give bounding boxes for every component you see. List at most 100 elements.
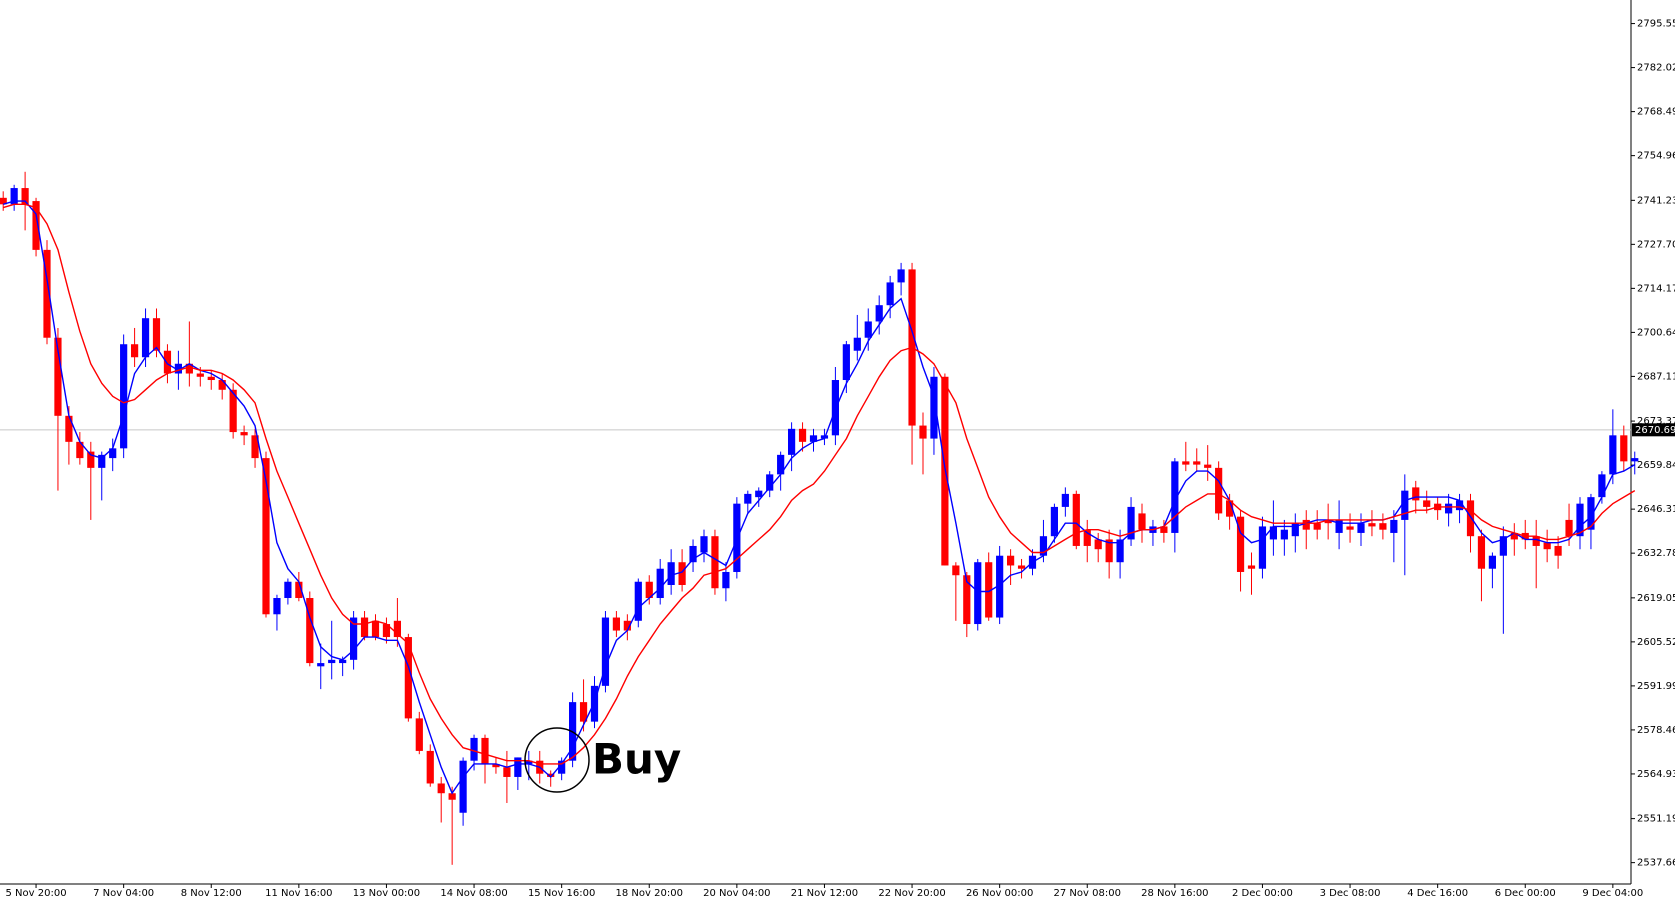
candle-body — [952, 565, 960, 576]
candle-body — [558, 760, 566, 774]
candle-body — [1007, 555, 1015, 566]
candle-body — [229, 389, 237, 433]
candle-body — [656, 568, 664, 599]
x-tick-label: 7 Nov 04:00 — [93, 888, 154, 898]
candle-body — [470, 737, 478, 761]
candle-body — [218, 380, 226, 390]
candle-body — [32, 201, 40, 250]
y-tick-label: 2727.700 — [1637, 239, 1675, 250]
x-tick-label: 2 Dec 00:00 — [1232, 888, 1293, 898]
candle-body — [777, 454, 785, 475]
candle-body — [459, 760, 467, 813]
candle-body — [141, 318, 150, 358]
candle-body — [1160, 526, 1168, 533]
candle-body — [120, 344, 128, 449]
candle-body — [864, 321, 872, 338]
x-tick-label: 6 Dec 00:00 — [1495, 888, 1556, 898]
candle-body — [842, 344, 850, 381]
candle-body — [1302, 519, 1310, 530]
y-tick-label: 2605.520 — [1637, 637, 1675, 648]
y-tick-label: 2659.845 — [1637, 460, 1675, 471]
candle-body — [393, 620, 401, 638]
candle-body — [788, 428, 796, 455]
candle-body — [207, 376, 215, 381]
candle-body — [0, 197, 7, 205]
candle-body — [262, 458, 270, 615]
candle-body — [404, 637, 412, 719]
current-price-box — [1632, 423, 1675, 437]
candle-body — [1576, 503, 1584, 537]
candle-body — [875, 305, 883, 322]
candle-body — [1543, 542, 1551, 550]
candle-body — [1455, 500, 1464, 511]
y-tick-label: 2741.230 — [1637, 195, 1675, 206]
y-tick-label: 2795.555 — [1637, 19, 1675, 30]
y-tick-label: 2564.930 — [1637, 769, 1675, 780]
candle-body — [1127, 506, 1135, 540]
candle-body — [1379, 523, 1387, 530]
candle-body — [426, 750, 434, 784]
candle-body — [963, 575, 971, 625]
candle-body — [1050, 506, 1058, 537]
candle-body — [1204, 464, 1212, 468]
candle-body — [667, 562, 675, 585]
candle-body — [766, 474, 774, 491]
candle-body — [448, 793, 456, 800]
x-tick-label: 28 Nov 16:00 — [1141, 888, 1208, 898]
candle-body — [700, 536, 708, 553]
moving-average-line — [3, 200, 1636, 795]
candle-body — [1565, 519, 1573, 537]
candle-body — [1598, 474, 1606, 498]
candle-body — [76, 441, 84, 459]
x-tick-label: 15 Nov 16:00 — [528, 888, 595, 898]
candle-body — [612, 617, 620, 631]
candle-body — [514, 757, 522, 777]
candle-body — [1335, 519, 1343, 533]
candle-body — [481, 737, 489, 764]
y-tick-label: 2700.640 — [1637, 327, 1675, 338]
moving-average-line — [2, 203, 1636, 765]
candle-body — [798, 428, 807, 442]
candle-body — [809, 435, 818, 442]
x-tick-label: 22 Nov 20:00 — [878, 888, 945, 898]
candle-body — [1105, 539, 1113, 563]
x-tick-label: 4 Dec 16:00 — [1407, 888, 1468, 898]
x-tick-label: 13 Nov 00:00 — [353, 888, 420, 898]
candle-body — [1039, 536, 1048, 556]
candle-body — [240, 432, 248, 436]
candle-body — [284, 581, 292, 599]
candle-body — [1247, 565, 1256, 569]
x-tick-label: 5 Nov 20:00 — [6, 888, 67, 898]
candle-body — [174, 363, 182, 374]
candle-body — [1488, 555, 1496, 569]
candle-body — [1423, 500, 1431, 507]
y-tick-label: 2646.315 — [1637, 504, 1675, 515]
candle-body — [328, 659, 336, 664]
candle-body — [1554, 545, 1562, 556]
candle-body — [645, 581, 653, 599]
candle-body — [109, 448, 117, 459]
candle-body — [1401, 490, 1409, 520]
y-tick-label: 2537.665 — [1637, 858, 1675, 869]
candle-body — [1280, 529, 1288, 540]
candle-body — [1182, 461, 1190, 465]
candle-body — [371, 620, 380, 638]
candle-body — [1269, 526, 1277, 540]
candle-body — [339, 659, 347, 664]
candle-body — [1313, 523, 1321, 530]
y-tick-label: 2551.195 — [1637, 814, 1675, 825]
candle-body — [306, 598, 314, 664]
candle-body — [131, 344, 139, 358]
candle-body — [295, 581, 303, 599]
y-tick-label: 2714.170 — [1637, 283, 1675, 294]
x-tick-label: 14 Nov 08:00 — [440, 888, 507, 898]
candle-body — [590, 685, 599, 722]
y-tick-label: 2782.025 — [1637, 63, 1675, 74]
candle-body — [711, 536, 719, 589]
candle-body — [98, 454, 106, 468]
candle-body — [1094, 539, 1102, 550]
candle-body — [886, 282, 894, 306]
